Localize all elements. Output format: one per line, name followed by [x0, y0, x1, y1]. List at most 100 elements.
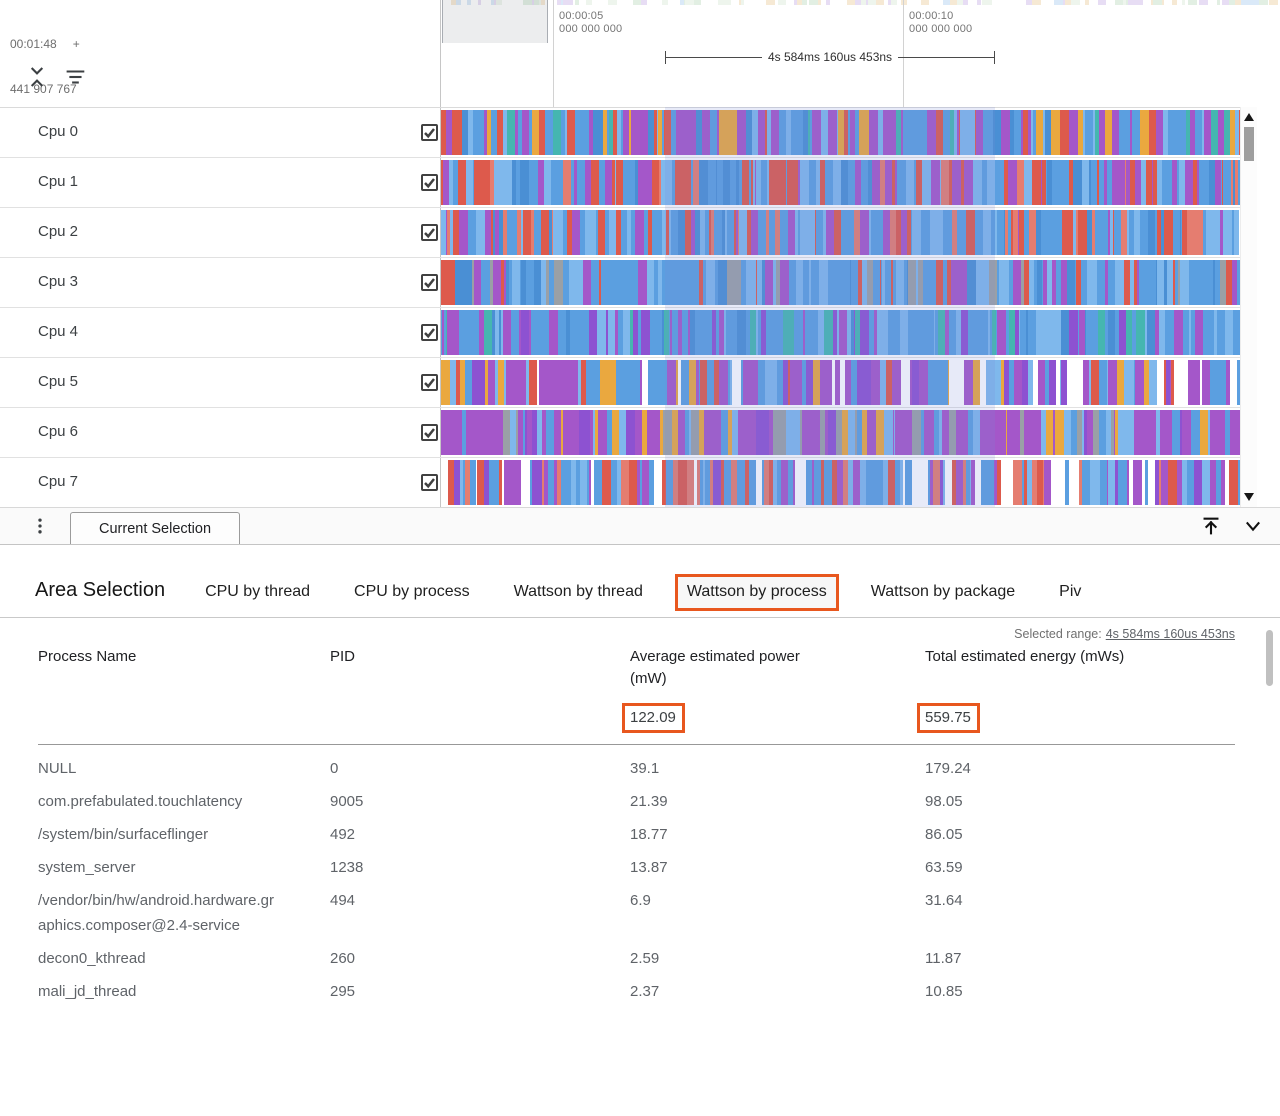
track-row: Cpu 1: [0, 158, 1240, 208]
track-checkbox[interactable]: [421, 374, 438, 391]
cell-name: system_server: [38, 859, 136, 876]
panel-divider-bar[interactable]: Current Selection: [0, 507, 1280, 545]
track-label: Cpu 7: [38, 473, 79, 490]
track-checkbox[interactable]: [421, 424, 438, 441]
track-checkbox[interactable]: [421, 174, 438, 191]
cell-name: /vendor/bin/hw/android.hardware.graphics…: [38, 892, 274, 934]
panel-controls: [1198, 513, 1280, 539]
timeline-header: 00:01:48 + 441 907 767 00:00:05 000 000 0…: [0, 0, 1280, 507]
track-row: Cpu 7: [0, 458, 1240, 508]
table-row: com.prefabulated.touchlatency 9005 21.39 98…: [38, 785, 1235, 818]
cell-pid: 9005: [330, 793, 364, 810]
minimap-strip[interactable]: [440, 0, 1280, 5]
cell-energy: 10.85: [925, 983, 963, 1000]
cell-energy: 86.05: [925, 826, 963, 843]
column-avg-power: Average estimated power (mW): [630, 648, 800, 687]
scrollbar-thumb[interactable]: [1244, 127, 1254, 161]
selection-tabs: CPU by thread CPU by process Wattson by th…: [205, 574, 1082, 611]
cell-power: 2.37: [630, 983, 660, 1000]
cell-name: com.prefabulated.touchlatency: [38, 793, 243, 810]
cell-power: 13.87: [630, 859, 668, 876]
cell-energy: 11.87: [925, 950, 962, 967]
table-row: /vendor/bin/hw/android.hardware.graphics…: [38, 884, 1235, 942]
cell-power: 6.9: [630, 892, 651, 909]
filter-tracks-icon[interactable]: [62, 64, 88, 90]
track-label: Cpu 4: [38, 323, 79, 340]
track-row: Cpu 3: [0, 258, 1240, 308]
track-slices[interactable]: [441, 160, 1240, 205]
table-row: system_server 1238 13.87 63.59: [38, 851, 1235, 884]
cell-pid: 295: [330, 983, 356, 1000]
track-checkbox[interactable]: [421, 474, 438, 491]
selected-range-link[interactable]: 4s 584ms 160us 453ns: [1105, 627, 1235, 641]
track-toolbar: [24, 64, 88, 90]
total-energy: 559.75: [917, 703, 980, 733]
track-slices[interactable]: [441, 110, 1240, 155]
table-row: mali_jd_thread 295 2.37 10.85: [38, 975, 1235, 1008]
track-slices[interactable]: [441, 410, 1240, 455]
selection-tab-strip: Area Selection CPU by thread CPU by proce…: [0, 545, 1280, 618]
cell-pid: 494: [330, 892, 356, 909]
scrollbar-down-icon[interactable]: [1244, 493, 1254, 501]
track-slices[interactable]: [441, 210, 1240, 255]
area-selection-title: Area Selection: [35, 579, 166, 601]
tab-wattson-by-package[interactable]: Wattson by package: [870, 583, 1016, 600]
cell-name: NULL: [38, 760, 77, 777]
timeline-panel: 00:01:48 + 441 907 767 00:00:05 000 000 0…: [0, 0, 1280, 508]
timeline-scrollbar[interactable]: [1240, 107, 1257, 507]
cell-pid: 1238: [330, 859, 364, 876]
scrollbar-up-icon[interactable]: [1244, 113, 1254, 121]
track-slices[interactable]: [441, 310, 1240, 355]
track-slices[interactable]: [441, 360, 1240, 405]
area-selection-overlay[interactable]: [665, 107, 995, 507]
table-divider: [38, 744, 1235, 745]
time-label-5s: 00:00:05 000 000 000: [559, 10, 623, 35]
cell-energy: 98.05: [925, 793, 963, 810]
track-checkbox[interactable]: [421, 224, 438, 241]
cell-pid: 492: [330, 826, 356, 843]
cell-power: 21.39: [630, 793, 668, 810]
table-row: /system/bin/surfaceflinger 492 18.77 86.05: [38, 818, 1235, 851]
track-slices[interactable]: [441, 460, 1240, 505]
selected-range-label: Selected range:: [1014, 627, 1102, 641]
clock-nanos: 441 907 767: [10, 82, 77, 96]
tab-wattson-by-process[interactable]: Wattson by process: [674, 574, 839, 611]
track-checkbox[interactable]: [421, 124, 438, 141]
tab-cpu-by-process[interactable]: CPU by process: [354, 583, 470, 600]
track-list: Cpu 0 Cpu 1 Cpu 2 Cpu 3 Cpu 4 Cpu 5: [0, 107, 1240, 508]
track-row: Cpu 4: [0, 308, 1240, 358]
collapse-panel-icon[interactable]: [1240, 513, 1266, 539]
track-checkbox[interactable]: [421, 324, 438, 341]
column-total-energy: Total estimated energy (mWs): [925, 648, 1125, 665]
cell-energy: 31.64: [925, 892, 963, 909]
wattson-process-table: Selected range: 4s 584ms 160us 453ns Proc…: [0, 618, 1280, 1116]
drag-handle-icon[interactable]: [30, 514, 50, 538]
details-scrollbar-thumb[interactable]: [1266, 630, 1273, 686]
table-body: NULL 0 39.1 179.24 com.prefabulated.touchlat…: [38, 752, 1235, 1008]
track-label: Cpu 5: [38, 373, 79, 390]
time-label-10s: 00:00:10 000 000 000: [909, 10, 973, 35]
column-pid: PID: [330, 648, 356, 665]
track-label: Cpu 3: [38, 273, 79, 290]
clock-plus-icon: +: [72, 37, 80, 51]
cell-pid: 260: [330, 950, 356, 967]
selection-span-bracket: 4s 584ms 160us 453ns: [665, 50, 995, 64]
track-label: Cpu 0: [38, 123, 79, 140]
tab-wattson-by-thread[interactable]: Wattson by thread: [513, 583, 643, 600]
tab-current-selection[interactable]: Current Selection: [70, 512, 241, 544]
expand-panel-icon[interactable]: [1198, 513, 1224, 539]
collapse-tracks-icon[interactable]: [24, 64, 50, 90]
cell-name: decon0_kthread: [38, 950, 146, 967]
cell-name: mali_jd_thread: [38, 983, 137, 1000]
track-checkbox[interactable]: [421, 274, 438, 291]
cell-power: 39.1: [630, 760, 660, 777]
track-slices[interactable]: [441, 260, 1240, 305]
clock-time: 00:01:48: [10, 37, 57, 51]
tab-cpu-by-thread[interactable]: CPU by thread: [205, 583, 311, 600]
column-process-name: Process Name: [38, 648, 137, 665]
tab-piv[interactable]: Piv: [1059, 583, 1082, 600]
gridline-5s: [553, 0, 554, 107]
minimap-viewport[interactable]: [442, 0, 548, 43]
table-header: Process Name PID Average estimated power…: [38, 646, 1235, 690]
